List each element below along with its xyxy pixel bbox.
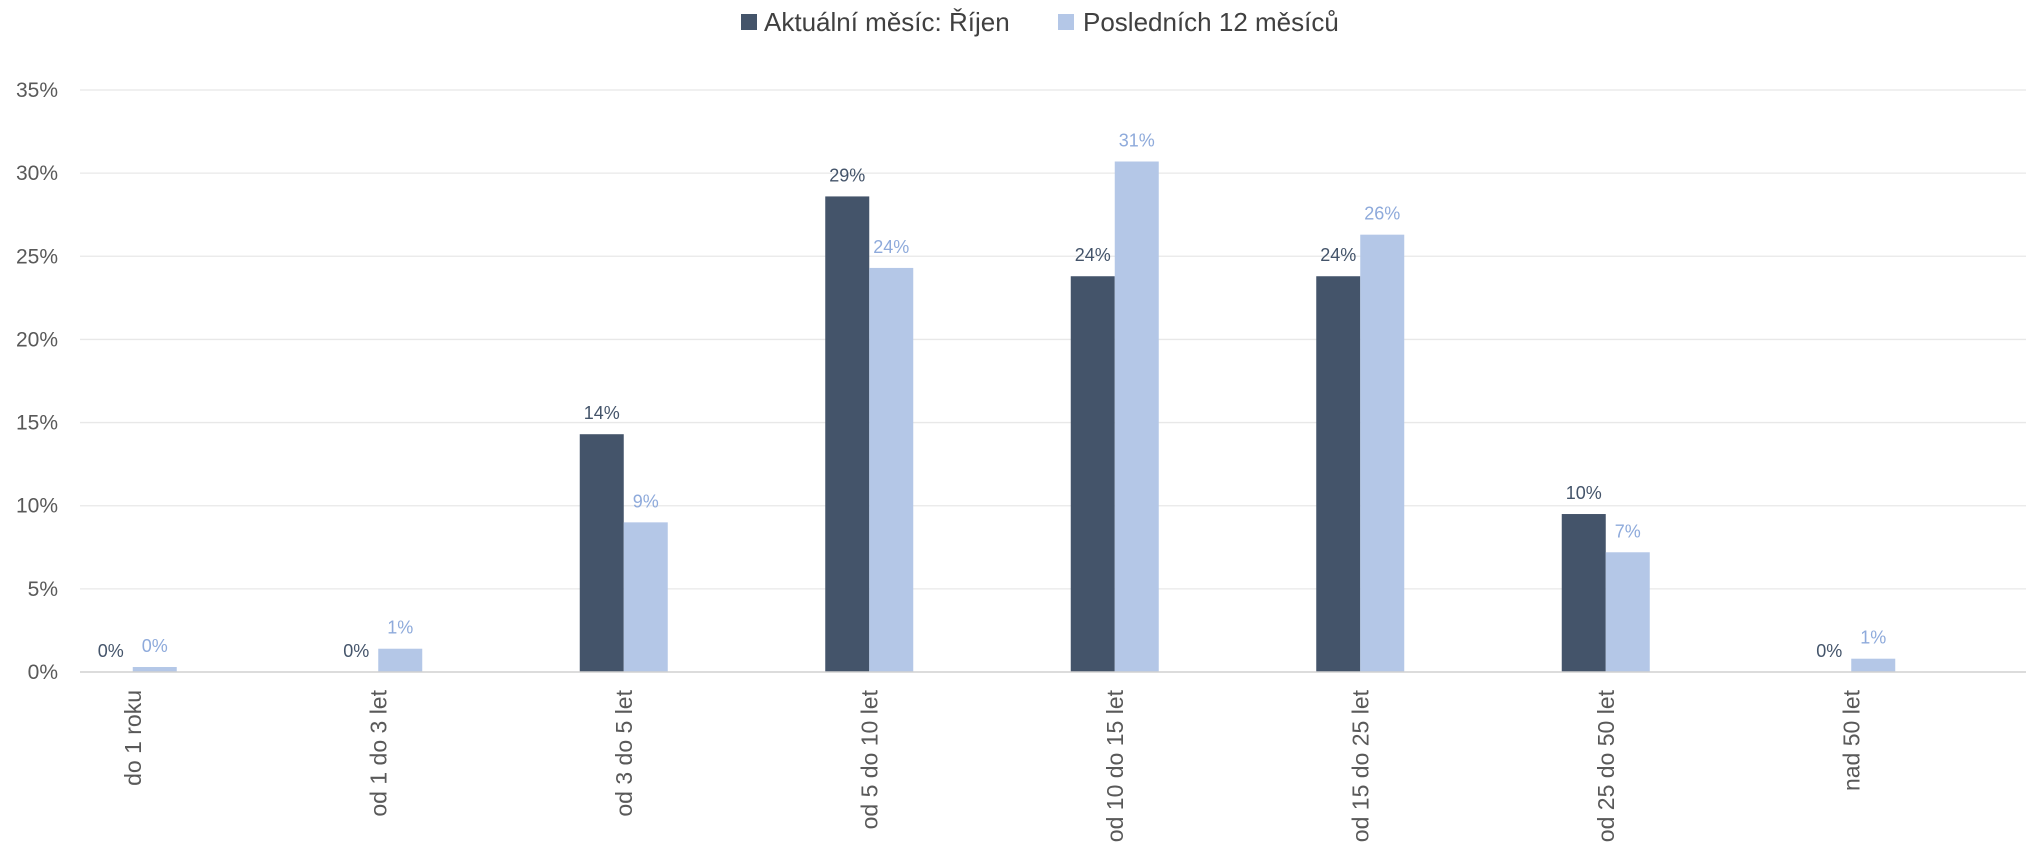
data-label-series1-8: 0% <box>1816 641 1842 661</box>
x-category-label-3: od 3 do 5 let <box>611 689 637 816</box>
bar-series1-7 <box>1561 514 1606 672</box>
legend-swatch-2 <box>1058 14 1074 30</box>
y-tick-label: 30% <box>16 162 58 185</box>
bar-series2-7 <box>1605 552 1650 672</box>
y-tick-label: 0% <box>28 661 58 684</box>
data-label-series1-4: 29% <box>829 165 865 185</box>
x-category-label-4: od 5 do 10 let <box>856 689 882 829</box>
x-category-label-6: od 15 do 25 let <box>1347 689 1373 842</box>
chart-legend: Aktuální měsíc: Říjen Posledních 12 měsíc… <box>741 7 1339 37</box>
data-label-series2-2: 1% <box>387 618 413 638</box>
bar-series2-2 <box>378 648 423 672</box>
x-category-label-2: od 1 do 3 let <box>365 689 391 816</box>
bar-series2-4 <box>869 267 914 672</box>
gridlines <box>80 89 2026 590</box>
bar-series1-5 <box>1070 276 1115 672</box>
y-tick-label: 5% <box>28 578 58 601</box>
data-label-series2-4: 24% <box>873 237 909 257</box>
bar-series1-6 <box>1316 276 1361 672</box>
bar-series2-5 <box>1114 161 1159 672</box>
data-label-series2-6: 26% <box>1364 204 1400 224</box>
data-labels: 0% 0% 0% 1% 14% 9% 29% 24% 24% 31% 24% 26% 10% 7% 0% 1% <box>98 131 1887 661</box>
y-tick-label: 35% <box>16 79 58 102</box>
data-label-series2-5: 31% <box>1119 131 1155 151</box>
data-label-series2-8: 1% <box>1860 628 1886 648</box>
bar-series1-4 <box>825 196 870 672</box>
y-axis-ticks: 0% 5% 10% 15% 20% 25% 30% 35% <box>16 79 58 684</box>
legend-label-2: Posledních 12 měsíců <box>1083 7 1339 37</box>
x-category-label-7: od 25 do 50 let <box>1593 689 1619 842</box>
bar-series1-3 <box>579 434 624 672</box>
data-label-series1-1: 0% <box>98 641 124 661</box>
data-label-series1-3: 14% <box>584 403 620 423</box>
x-category-label-1: do 1 roku <box>120 690 146 786</box>
data-label-series2-3: 9% <box>633 491 659 511</box>
data-label-series1-6: 24% <box>1320 245 1356 265</box>
x-axis-categories: do 1 roku od 1 do 3 let od 3 do 5 let od 5 … <box>120 689 1865 842</box>
data-label-series1-7: 10% <box>1566 483 1602 503</box>
bars <box>132 161 1896 672</box>
y-tick-label: 10% <box>16 495 58 518</box>
bar-series2-6 <box>1360 234 1405 672</box>
x-category-label-8: nad 50 let <box>1838 689 1864 791</box>
data-label-series2-7: 7% <box>1615 521 1641 541</box>
bar-series2-3 <box>623 522 668 672</box>
y-tick-label: 25% <box>16 245 58 268</box>
data-label-series1-2: 0% <box>343 641 369 661</box>
y-tick-label: 20% <box>16 328 58 351</box>
legend-swatch-1 <box>741 14 757 30</box>
bar-series2-1 <box>132 667 177 672</box>
y-tick-label: 15% <box>16 412 58 435</box>
x-category-label-5: od 10 do 15 let <box>1102 689 1128 842</box>
bar-series2-8 <box>1851 658 1896 672</box>
data-label-series1-5: 24% <box>1075 245 1111 265</box>
data-label-series2-1: 0% <box>142 636 168 656</box>
legend-label-1: Aktuální měsíc: Říjen <box>764 7 1010 37</box>
